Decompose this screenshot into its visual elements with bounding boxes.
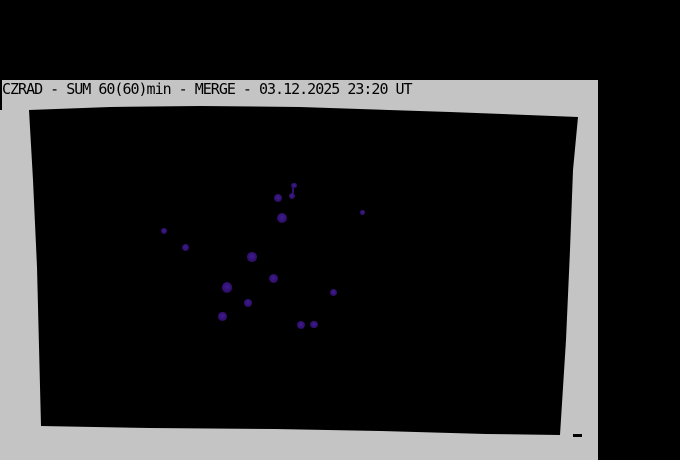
image-title: CZRAD - SUM 60(60)min - MERGE - 03.12.20…: [2, 80, 413, 98]
image-area: [0, 80, 598, 460]
title-left-border: [0, 80, 2, 110]
